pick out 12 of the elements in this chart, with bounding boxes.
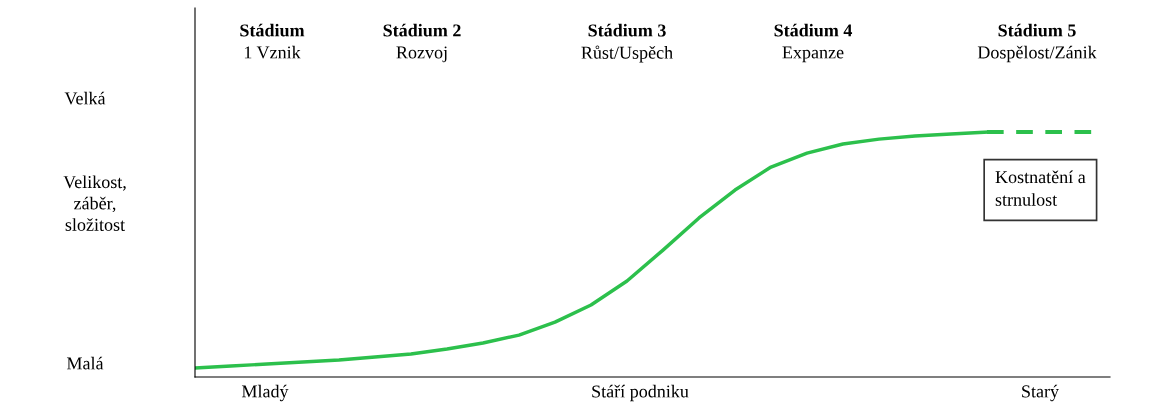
annotation: Kostnatění a strnulost bbox=[995, 170, 1086, 206]
y-axis-title: Velikost, záběr, složitost bbox=[63, 175, 126, 231]
text: Stádium 4 Expanze bbox=[774, 23, 853, 63]
text: Malá bbox=[66, 356, 104, 370]
x-axis-title: Stáří podniku bbox=[592, 384, 689, 402]
text: Stádium 1 Vznik bbox=[240, 23, 305, 59]
text: Stádium 3 Růst/Uspěch bbox=[581, 23, 673, 63]
text: Stádium 2 Rozvoj bbox=[383, 23, 461, 63]
text: Mladý bbox=[241, 384, 289, 402]
text: Starý bbox=[1022, 384, 1059, 402]
text: Stádium 5 Dospělost/Zánik bbox=[977, 23, 1097, 63]
text: Velká bbox=[64, 91, 106, 105]
